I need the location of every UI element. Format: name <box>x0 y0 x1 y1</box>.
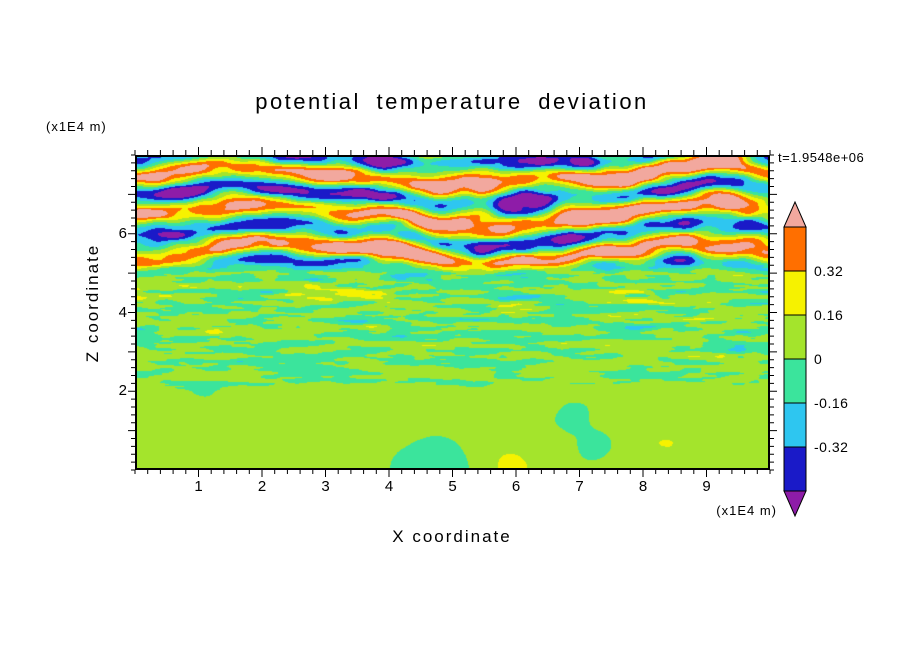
colorbar-tick-label: -0.32 <box>814 439 849 455</box>
x-axis-unit-label: (x1E4 m) <box>716 503 777 518</box>
colorbar-tick-label: 0.32 <box>814 263 844 279</box>
colorbar-tick-label: 0.16 <box>814 307 844 323</box>
x-tick-label: 1 <box>194 478 203 495</box>
z-tick-label: 6 <box>118 224 127 242</box>
x-tick-label: 9 <box>702 478 711 495</box>
x-tick-label: 4 <box>384 478 394 495</box>
x-axis-title: X coordinate <box>392 527 512 546</box>
x-tick-label: 3 <box>321 478 330 495</box>
timestamp-label: t=1.9548e+06 <box>778 150 865 165</box>
chart-title: potential temperature deviation <box>255 89 649 114</box>
z-tick-label: 4 <box>118 303 127 321</box>
x-tick-label: 5 <box>448 478 457 495</box>
temperature-field-canvas <box>137 157 768 468</box>
z-axis-unit-label: (x1E4 m) <box>46 119 107 134</box>
x-tick-label: 6 <box>511 478 521 495</box>
z-tick-label: 2 <box>118 382 127 400</box>
plot-area <box>135 155 770 470</box>
x-tick-label: 8 <box>638 478 648 495</box>
x-tick-label: 2 <box>257 478 267 495</box>
colorbar-tick-label: -0.16 <box>814 395 849 411</box>
colorbar-tick-label: 0 <box>814 351 823 367</box>
x-tick-label: 7 <box>575 478 584 495</box>
